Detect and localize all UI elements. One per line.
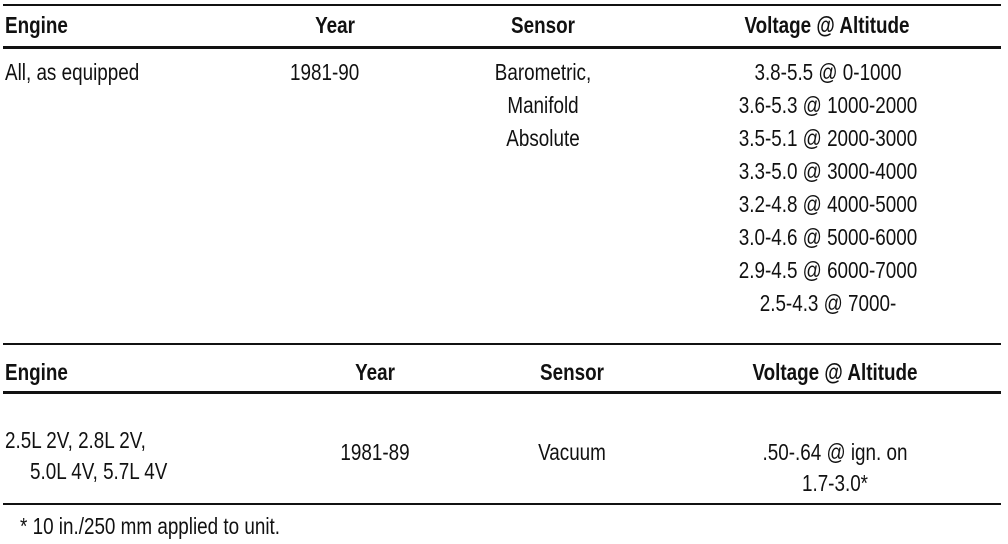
table-cell: All, as equipped [5, 59, 140, 85]
table-cell: 3.2-4.8 @ 4000-5000 [738, 191, 918, 217]
table-cell: Vacuum [538, 439, 606, 465]
rule [3, 343, 1001, 345]
rule [3, 503, 1001, 505]
column-header: Year [315, 12, 355, 38]
column-header: Year [355, 359, 395, 385]
table-cell: 1981-89 [340, 439, 410, 465]
table-cell: 3.5-5.1 @ 2000-3000 [738, 125, 918, 151]
rule [3, 391, 1001, 394]
footnote: * 10 in./250 mm applied to unit. [20, 513, 281, 539]
column-header: Voltage @ Altitude [744, 12, 910, 38]
table-cell: 2.5L 2V, 2.8L 2V, [5, 427, 146, 453]
rule [3, 46, 1001, 49]
table-cell: 2.9-4.5 @ 6000-7000 [738, 257, 918, 283]
table-cell: 3.6-5.3 @ 1000-2000 [738, 92, 918, 118]
table-cell: 1.7-3.0* [801, 470, 869, 496]
column-header: Engine [5, 359, 68, 385]
column-header: Sensor [511, 12, 575, 38]
table-cell: 3.8-5.5 @ 0-1000 [754, 59, 902, 85]
table-cell: 3.3-5.0 @ 3000-4000 [738, 158, 918, 184]
table-cell: Absolute [506, 125, 580, 151]
table-cell: 2.5-4.3 @ 7000- [759, 290, 897, 316]
table-cell: Barometric, [494, 59, 592, 85]
table-cell: 5.0L 4V, 5.7L 4V [30, 458, 168, 484]
column-header: Voltage @ Altitude [752, 359, 918, 385]
table-cell: Manifold [507, 92, 579, 118]
table-cell: 1981-90 [290, 59, 360, 85]
column-header: Engine [5, 12, 68, 38]
rule [3, 4, 1001, 6]
table-cell: .50-.64 @ ign. on [762, 439, 908, 465]
column-header: Sensor [540, 359, 604, 385]
table-cell: 3.0-4.6 @ 5000-6000 [738, 224, 918, 250]
